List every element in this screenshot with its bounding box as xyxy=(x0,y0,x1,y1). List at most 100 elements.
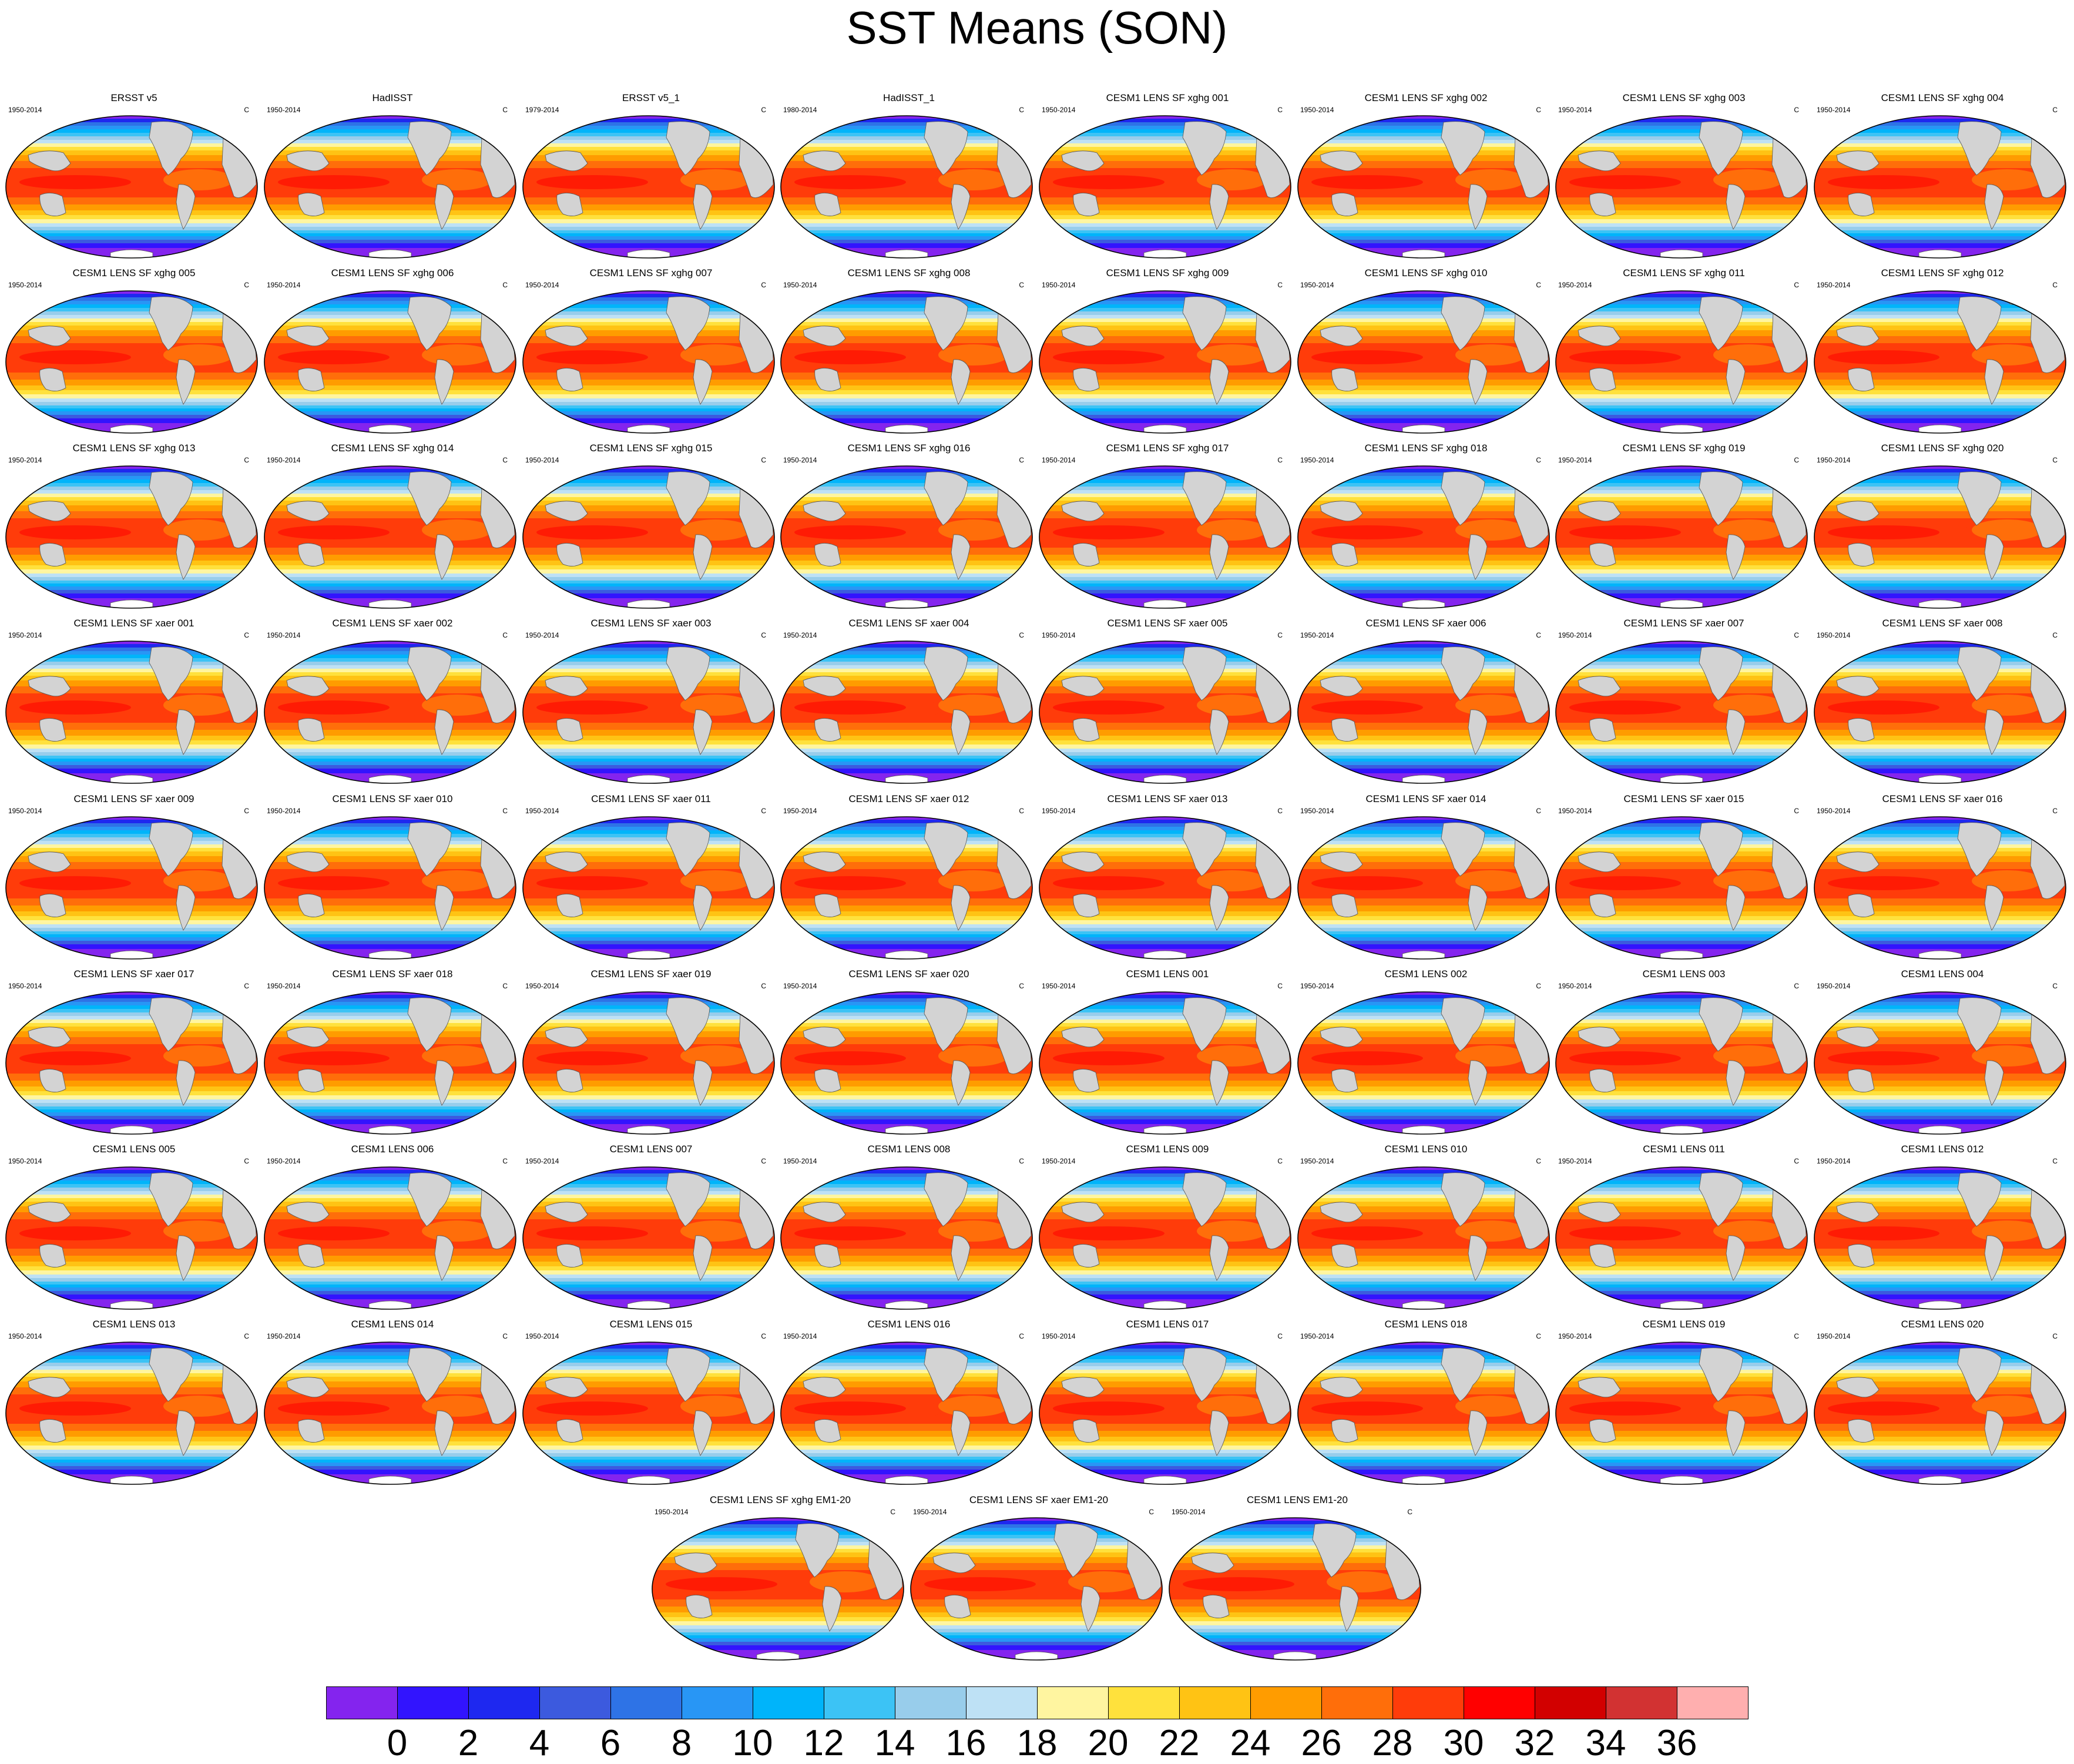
panel-units: C xyxy=(761,807,766,815)
panel-units: C xyxy=(2052,982,2058,990)
panel-years: 1950-2014 xyxy=(1042,631,1076,639)
panel-years: 1950-2014 xyxy=(913,1508,947,1516)
panel-title: CESM1 LENS 017 xyxy=(1126,1319,1209,1330)
panel-units: C xyxy=(1019,807,1024,815)
panel-units: C xyxy=(761,631,766,639)
panel-years: 1950-2014 xyxy=(525,631,559,639)
panel-units: C xyxy=(2052,281,2058,289)
colorbar-label: 12 xyxy=(803,1723,844,1763)
sst-map xyxy=(1814,640,2066,784)
sst-map xyxy=(1039,465,1291,609)
panel-title: CESM1 LENS 008 xyxy=(867,1143,951,1155)
panel-title: CESM1 LENS 015 xyxy=(609,1319,693,1330)
panel-title: CESM1 LENS 012 xyxy=(1901,1143,1984,1155)
sst-map xyxy=(1297,991,1550,1135)
panel-years: 1950-2014 xyxy=(1300,456,1334,464)
colorbar-box xyxy=(1606,1686,1677,1719)
sst-map xyxy=(522,991,775,1135)
panel-title: CESM1 LENS 006 xyxy=(351,1143,434,1155)
panel-years: 1950-2014 xyxy=(8,281,42,289)
map-panel: CESM1 LENS 011 1950-2014 C xyxy=(1555,1143,1813,1318)
map-panel: CESM1 LENS 020 1950-2014 C xyxy=(1813,1318,2072,1493)
panel-units: C xyxy=(1277,1332,1283,1340)
panel-years: 1950-2014 xyxy=(267,281,301,289)
sst-map xyxy=(1039,115,1291,259)
panel-years: 1950-2014 xyxy=(525,982,559,990)
panel-years: 1950-2014 xyxy=(1817,807,1851,815)
colorbar-box xyxy=(1392,1686,1464,1719)
map-panel: CESM1 LENS SF xaer 009 1950-2014 C xyxy=(5,793,263,968)
map-panel: ERSST v5_1 1979-2014 C xyxy=(522,92,780,267)
panel-years: 1950-2014 xyxy=(1042,982,1076,990)
map-panel: CESM1 LENS SF xaer 010 1950-2014 C xyxy=(263,793,522,968)
sst-map xyxy=(5,1342,258,1485)
sst-map xyxy=(264,816,516,960)
panel-title: CESM1 LENS SF xghg 003 xyxy=(1622,92,1746,103)
panel-units: C xyxy=(1019,631,1024,639)
panel-units: C xyxy=(502,631,508,639)
panel-title: CESM1 LENS SF xaer 007 xyxy=(1623,618,1744,629)
sst-map xyxy=(780,290,1033,434)
sst-map xyxy=(522,1166,775,1310)
panel-units: C xyxy=(244,982,249,990)
sst-map xyxy=(1814,1166,2066,1310)
sst-map xyxy=(264,115,516,259)
map-panel: CESM1 LENS SF xaer 014 1950-2014 C xyxy=(1297,793,1555,968)
colorbar-box xyxy=(1464,1686,1535,1719)
map-panel: CESM1 LENS 019 1950-2014 C xyxy=(1555,1318,1813,1493)
map-panel: CESM1 LENS SF xghg 001 1950-2014 C xyxy=(1038,92,1297,267)
colorbar xyxy=(326,1686,1749,1721)
panel-title: HadISST xyxy=(372,92,413,103)
panel-title: CESM1 LENS SF xaer 003 xyxy=(590,618,712,629)
panel-title: CESM1 LENS 004 xyxy=(1901,968,1984,980)
panel-years: 1950-2014 xyxy=(267,1157,301,1165)
map-panel: CESM1 LENS SF xghg 002 1950-2014 C xyxy=(1297,92,1555,267)
map-panel: CESM1 LENS 018 1950-2014 C xyxy=(1297,1318,1555,1493)
panel-title: CESM1 LENS SF xaer 012 xyxy=(848,793,969,804)
sst-map xyxy=(1297,115,1550,259)
map-panel: CESM1 LENS SF xghg 007 1950-2014 C xyxy=(522,267,780,442)
colorbar-label: 14 xyxy=(874,1723,915,1763)
colorbar-label: 2 xyxy=(458,1723,479,1763)
colorbar-label: 34 xyxy=(1585,1723,1626,1763)
panel-units: C xyxy=(1277,456,1283,464)
panel-years: 1950-2014 xyxy=(267,807,301,815)
colorbar-label: 10 xyxy=(732,1723,773,1763)
panel-title: CESM1 LENS SF xaer 017 xyxy=(73,968,194,980)
map-panel: CESM1 LENS SF xaer 001 1950-2014 C xyxy=(5,617,263,792)
panel-years: 1950-2014 xyxy=(1817,631,1851,639)
sst-map xyxy=(1039,1342,1291,1485)
panel-title: CESM1 LENS SF xaer 018 xyxy=(332,968,453,980)
sst-map xyxy=(780,115,1033,259)
map-panel: CESM1 LENS SF xghg 005 1950-2014 C xyxy=(5,267,263,442)
colorbar-box xyxy=(895,1686,966,1719)
sst-map xyxy=(1555,816,1808,960)
colorbar-box xyxy=(539,1686,611,1719)
panel-title: CESM1 LENS 007 xyxy=(609,1143,693,1155)
panel-title: CESM1 LENS SF xaer 009 xyxy=(73,793,194,804)
panel-title: CESM1 LENS 016 xyxy=(867,1319,951,1330)
panel-years: 1950-2014 xyxy=(1558,106,1592,114)
sst-map xyxy=(1814,816,2066,960)
panel-years: 1950-2014 xyxy=(1817,106,1851,114)
panel-units: C xyxy=(502,807,508,815)
panel-title: ERSST v5 xyxy=(110,92,157,103)
colorbar-box xyxy=(468,1686,540,1719)
map-panel: CESM1 LENS SF xghg 020 1950-2014 C xyxy=(1813,442,2072,617)
panel-units: C xyxy=(244,281,249,289)
map-panel: HadISST_1 1980-2014 C xyxy=(780,92,1038,267)
panel-years: 1950-2014 xyxy=(783,456,817,464)
panel-title: ERSST v5_1 xyxy=(622,92,680,103)
panel-units: C xyxy=(1794,1157,1799,1165)
sst-map xyxy=(1555,640,1808,784)
sst-map xyxy=(1039,1166,1291,1310)
map-panel: CESM1 LENS 016 1950-2014 C xyxy=(780,1318,1038,1493)
panel-title: CESM1 LENS SF xaer 008 xyxy=(1882,618,2003,629)
panel-years: 1950-2014 xyxy=(1558,631,1592,639)
panel-title: CESM1 LENS SF xghg 002 xyxy=(1364,92,1488,103)
sst-map xyxy=(1814,115,2066,259)
map-panel: CESM1 LENS SF xaer 003 1950-2014 C xyxy=(522,617,780,792)
panel-years: 1950-2014 xyxy=(1042,281,1076,289)
map-panel: CESM1 LENS SF xaer 011 1950-2014 C xyxy=(522,793,780,968)
panel-units: C xyxy=(1277,631,1283,639)
